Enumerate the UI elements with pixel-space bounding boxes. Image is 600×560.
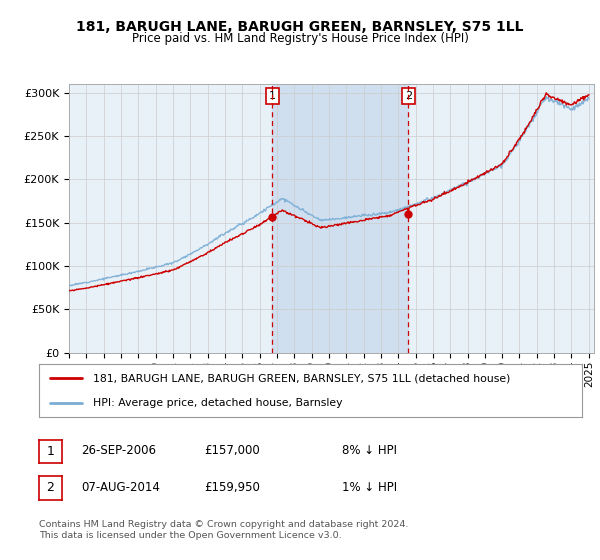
- Text: 8% ↓ HPI: 8% ↓ HPI: [342, 444, 397, 458]
- Text: £157,000: £157,000: [204, 444, 260, 458]
- Text: £159,950: £159,950: [204, 480, 260, 494]
- Text: 1% ↓ HPI: 1% ↓ HPI: [342, 480, 397, 494]
- Text: 2: 2: [46, 481, 55, 494]
- Text: Contains HM Land Registry data © Crown copyright and database right 2024.: Contains HM Land Registry data © Crown c…: [39, 520, 409, 529]
- Text: Price paid vs. HM Land Registry's House Price Index (HPI): Price paid vs. HM Land Registry's House …: [131, 32, 469, 45]
- Text: 2: 2: [405, 91, 412, 101]
- Text: 07-AUG-2014: 07-AUG-2014: [81, 480, 160, 494]
- Text: HPI: Average price, detached house, Barnsley: HPI: Average price, detached house, Barn…: [94, 398, 343, 408]
- Text: 181, BARUGH LANE, BARUGH GREEN, BARNSLEY, S75 1LL: 181, BARUGH LANE, BARUGH GREEN, BARNSLEY…: [76, 20, 524, 34]
- Bar: [272, 84, 409, 353]
- Text: This data is licensed under the Open Government Licence v3.0.: This data is licensed under the Open Gov…: [39, 531, 341, 540]
- Text: 26-SEP-2006: 26-SEP-2006: [81, 444, 156, 458]
- Text: 181, BARUGH LANE, BARUGH GREEN, BARNSLEY, S75 1LL (detached house): 181, BARUGH LANE, BARUGH GREEN, BARNSLEY…: [94, 374, 511, 384]
- Text: 1: 1: [46, 445, 55, 458]
- Text: 1: 1: [269, 91, 276, 101]
